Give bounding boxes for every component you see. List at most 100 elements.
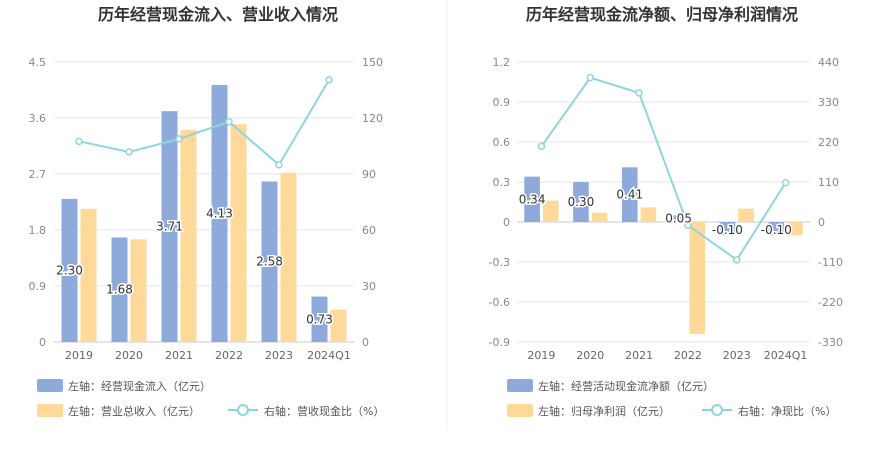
right-axis-tick: 330 bbox=[818, 96, 839, 109]
x-axis-tick: 2021 bbox=[165, 349, 193, 362]
bar-primary bbox=[768, 222, 785, 236]
legend: 左轴：经营现金流入（亿元） 左轴：营业总收入（亿元） 右轴：营收现金比（%） bbox=[37, 379, 384, 418]
line-point bbox=[175, 135, 183, 143]
left-axis-tick: 1.8 bbox=[29, 224, 47, 237]
legend-label: 左轴：归母净利润（亿元） bbox=[538, 404, 670, 418]
line-point bbox=[75, 137, 83, 146]
legend-item-revenue[interactable]: 左轴：营业总收入（亿元） bbox=[37, 404, 200, 418]
x-axis-tick: 2024Q1 bbox=[307, 349, 351, 362]
left-axis-tick: 0 bbox=[503, 216, 510, 229]
legend-marker bbox=[711, 404, 723, 416]
data-label: 4.13 bbox=[206, 207, 233, 221]
data-label: -0.10 bbox=[761, 223, 792, 237]
right-axis-tick: 90 bbox=[362, 168, 376, 181]
bar-primary bbox=[161, 111, 178, 343]
data-label: 1.68 bbox=[106, 283, 133, 297]
line-point bbox=[684, 221, 692, 230]
data-label: 0.41 bbox=[616, 188, 643, 202]
bar-secondary bbox=[738, 208, 754, 222]
line-point bbox=[733, 256, 741, 264]
chart-title: 历年经营现金流净额、归母净利润情况 bbox=[526, 5, 798, 24]
bar-secondary bbox=[542, 200, 559, 222]
left-axis-tick: -0.6 bbox=[489, 296, 510, 309]
bar-primary bbox=[261, 181, 278, 342]
left-axis-tick: 2.7 bbox=[29, 168, 47, 181]
bar-primary bbox=[311, 296, 328, 342]
bar-primary bbox=[621, 167, 638, 222]
x-axis-tick: 2020 bbox=[115, 349, 143, 362]
data-label: 0.34 bbox=[519, 192, 546, 206]
x-axis-tick: 2024Q1 bbox=[764, 349, 808, 362]
right-axis-tick: 0 bbox=[362, 336, 369, 349]
x-axis-tick: 2023 bbox=[723, 349, 751, 362]
right-axis-tick: 30 bbox=[362, 280, 376, 293]
x-axis-tick: 2021 bbox=[625, 349, 653, 362]
left-axis-tick: 0 bbox=[39, 336, 46, 349]
bar-primary bbox=[524, 176, 540, 222]
legend-item-cash-inflow[interactable]: 左轴：经营现金流入（亿元） bbox=[37, 379, 211, 393]
right-axis-tick: 220 bbox=[818, 136, 839, 149]
left-axis-tick: 4.5 bbox=[29, 56, 47, 69]
legend-swatch bbox=[507, 404, 533, 417]
legend-item-net-profit[interactable]: 左轴：归母净利润（亿元） bbox=[507, 404, 670, 418]
right-axis-tick: -110 bbox=[818, 256, 843, 269]
legend-label: 右轴：净现比（%） bbox=[738, 404, 836, 418]
legend-swatch bbox=[37, 379, 63, 392]
data-label: 3.71 bbox=[156, 220, 183, 234]
right-axis-tick: -220 bbox=[818, 296, 843, 309]
right-axis-tick: 110 bbox=[818, 176, 839, 189]
data-label: 0.05 bbox=[665, 212, 692, 226]
data-label: 2.58 bbox=[256, 255, 283, 269]
bar-secondary bbox=[180, 129, 197, 342]
x-axis-tick: 2023 bbox=[265, 349, 293, 362]
data-label: 0.30 bbox=[568, 195, 595, 209]
right-axis-tick: 440 bbox=[818, 56, 839, 69]
bar-primary bbox=[111, 237, 128, 342]
right-axis-tick: -330 bbox=[818, 336, 843, 349]
legend-item-cash-revenue-ratio[interactable]: 右轴：营收现金比（%） bbox=[228, 404, 384, 418]
legend-swatch bbox=[507, 379, 533, 392]
series-line bbox=[540, 76, 787, 262]
left-axis-tick: 0.9 bbox=[29, 280, 47, 293]
x-axis-tick: 2019 bbox=[65, 349, 93, 362]
legend-item-net-cashflow[interactable]: 左轴：经营活动现金流净额（亿元） bbox=[507, 379, 714, 393]
bar-primary bbox=[573, 182, 589, 222]
left-axis-tick: -0.9 bbox=[489, 336, 510, 349]
data-label: 0.73 bbox=[306, 312, 333, 326]
legend-label: 右轴：营收现金比（%） bbox=[264, 404, 384, 418]
legend-item-net-cash-ratio[interactable]: 右轴：净现比（%） bbox=[702, 404, 836, 418]
left-axis-tick: 0.6 bbox=[493, 136, 511, 149]
bar-secondary bbox=[689, 222, 706, 334]
line-point bbox=[537, 142, 546, 151]
left-axis-tick: 0.3 bbox=[493, 176, 511, 189]
legend: 左轴：经营活动现金流净额（亿元） 左轴：归母净利润（亿元） 右轴：净现比（%） bbox=[507, 379, 836, 418]
line-point bbox=[586, 73, 594, 82]
left-axis-tick: 1.2 bbox=[493, 56, 511, 69]
x-axis-tick: 2019 bbox=[527, 349, 555, 362]
x-axis-tick: 2022 bbox=[215, 349, 243, 362]
net-cashflow-profit-chart: 历年经营现金流净额、归母净利润情况 0.34 0.300.410.05-0.10-… bbox=[489, 5, 843, 418]
bar-secondary bbox=[130, 239, 147, 342]
x-axis-tick: 2020 bbox=[576, 349, 604, 362]
right-axis-tick: 120 bbox=[362, 112, 383, 125]
legend-marker bbox=[237, 404, 249, 416]
bar-primary bbox=[670, 215, 687, 222]
series-line bbox=[78, 79, 330, 167]
chart-title: 历年经营现金流入、营业收入情况 bbox=[98, 5, 338, 24]
x-axis-tick: 2022 bbox=[674, 349, 702, 362]
right-axis-tick: 150 bbox=[362, 56, 383, 69]
left-axis-tick: 3.6 bbox=[29, 112, 47, 125]
legend-label: 左轴：营业总收入（亿元） bbox=[68, 404, 200, 418]
bar-primary bbox=[211, 85, 228, 343]
bar-primary bbox=[61, 198, 78, 342]
legend-label: 左轴：经营活动现金流净额（亿元） bbox=[538, 379, 714, 393]
line-point bbox=[781, 178, 790, 187]
legend-swatch bbox=[37, 404, 63, 417]
bar-secondary bbox=[787, 222, 803, 236]
line-point bbox=[325, 76, 333, 84]
data-label: -0.10 bbox=[712, 223, 743, 237]
bar-secondary bbox=[640, 207, 657, 222]
cash-inflow-revenue-chart: 历年经营现金流入、营业收入情况 2.30 1.68 3.71 4.13 2.58 0.73… bbox=[29, 5, 385, 418]
left-axis-tick: -0.3 bbox=[489, 256, 510, 269]
